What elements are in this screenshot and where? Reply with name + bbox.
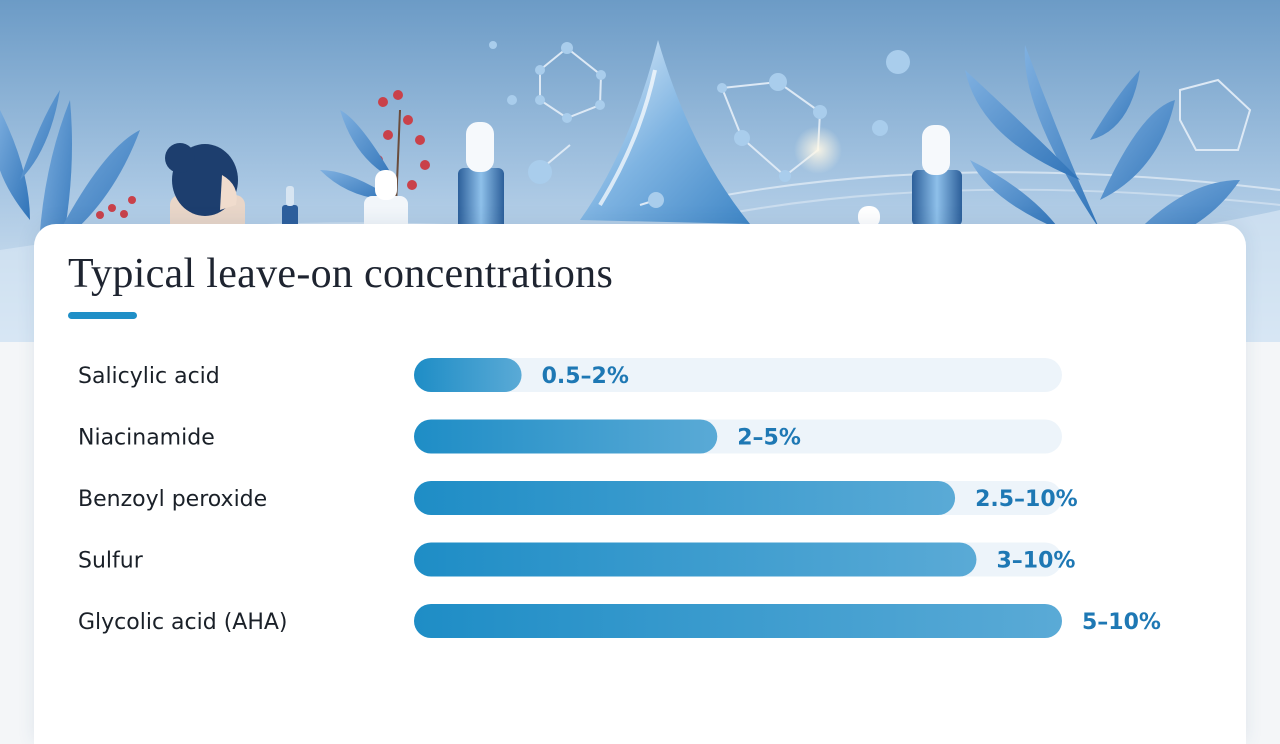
category-label: Glycolic acid (AHA) (78, 610, 288, 635)
value-label: 3–10% (996, 549, 1075, 574)
category-label: Benzoyl peroxide (78, 487, 267, 512)
value-label: 5–10% (1082, 610, 1161, 635)
category-label: Sulfur (78, 549, 144, 574)
chart-card (34, 224, 1246, 744)
value-label: 0.5–2% (542, 364, 629, 389)
value-label: 2–5% (737, 426, 801, 451)
chart-title: Typical leave-on concentrations (68, 251, 614, 297)
title-accent-bar (68, 312, 137, 319)
category-label: Salicylic acid (78, 364, 220, 389)
value-label: 2.5–10% (975, 487, 1078, 512)
category-label: Niacinamide (78, 426, 215, 451)
